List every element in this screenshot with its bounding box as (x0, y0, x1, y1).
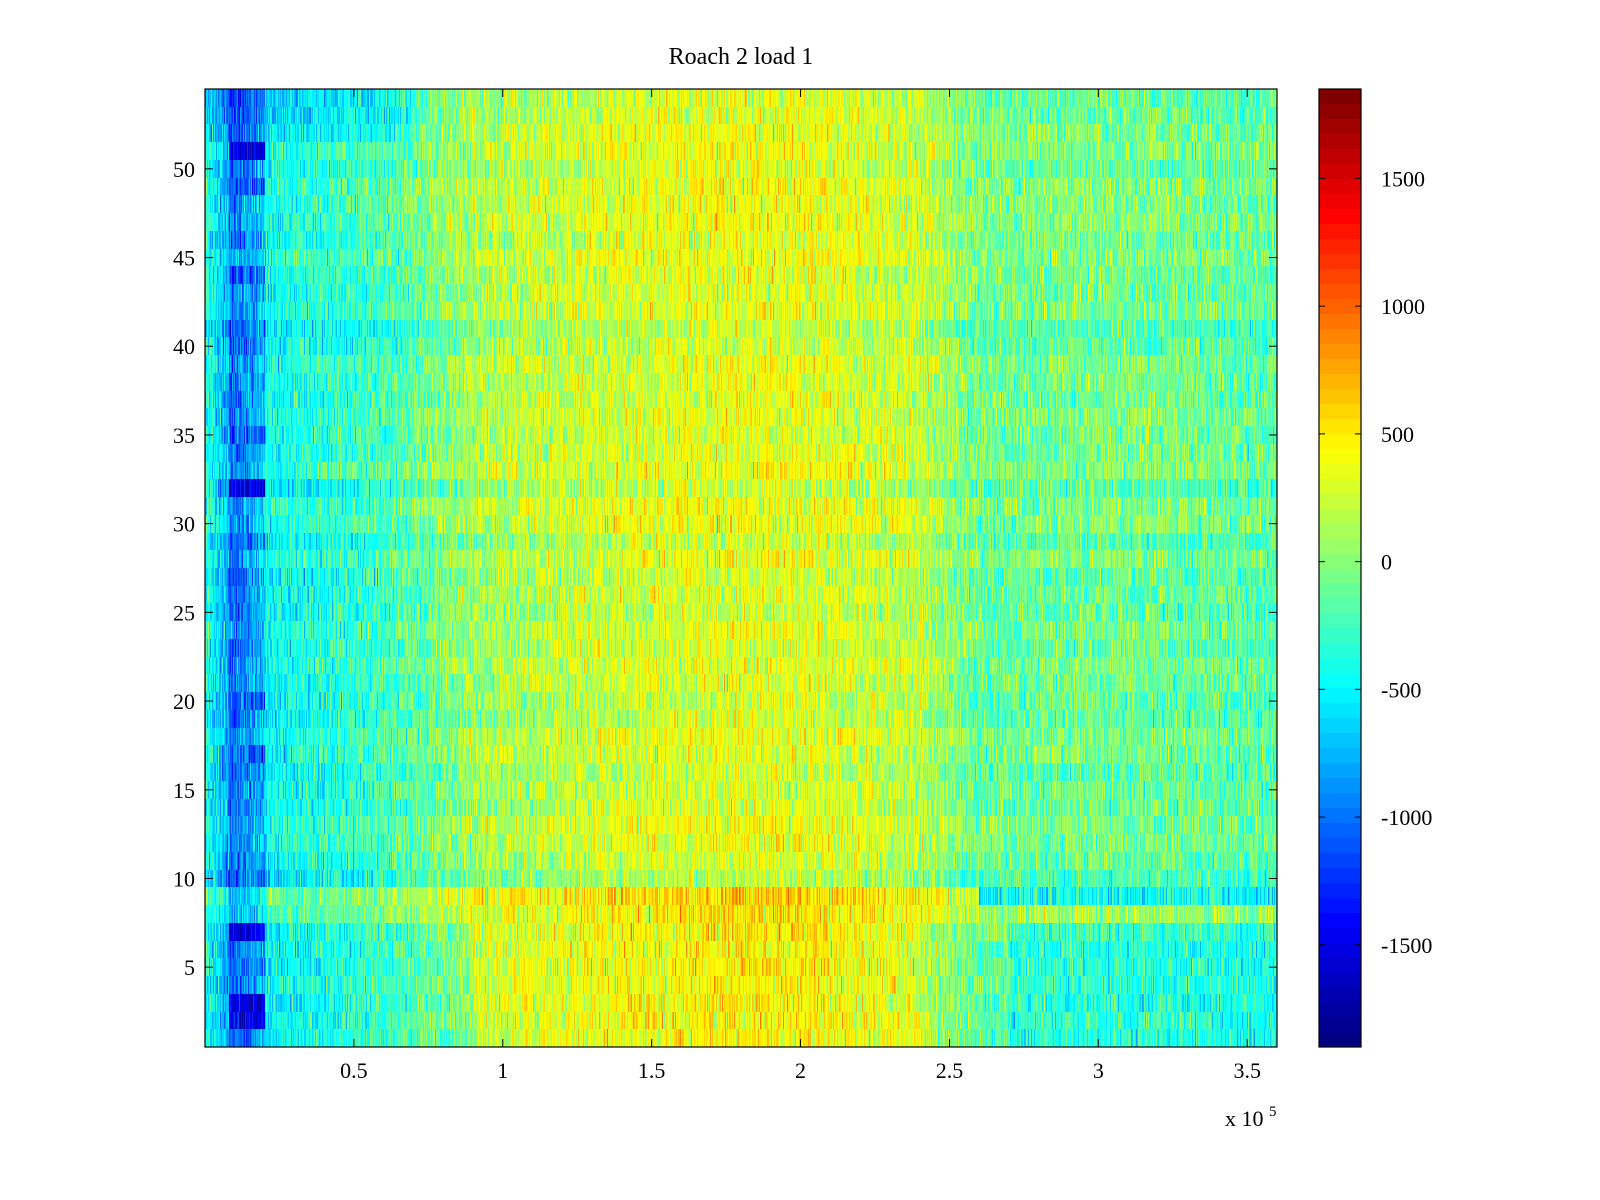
x-exponent-power: 5 (1269, 1104, 1277, 1120)
plot-border (204, 88, 1278, 1048)
colorbar-tick-label: 500 (1381, 422, 1414, 447)
y-tick-label: 20 (173, 689, 195, 714)
x-tick-label: 3.5 (1233, 1058, 1261, 1083)
y-tick-label: 25 (173, 600, 195, 625)
y-tick-label: 40 (173, 334, 195, 359)
colorbar-ticks: 1500 1000 500 0 -500 -1000 -1500 (1319, 166, 1432, 958)
x-tick-label: 2 (795, 1058, 806, 1083)
y-tick-label: 5 (184, 955, 195, 980)
y-tick-label: 30 (173, 512, 195, 537)
colorbar-frame (1318, 88, 1362, 1048)
colorbar-tick-label: -500 (1381, 677, 1421, 702)
y-tick-label: 35 (173, 423, 195, 448)
x-tick-label: 1 (497, 1058, 508, 1083)
x-tick-label: 0.5 (340, 1058, 368, 1083)
colorbar-tick-label: 1000 (1381, 294, 1425, 319)
x-tick-label: 3 (1093, 1058, 1104, 1083)
y-tick-label: 50 (173, 157, 195, 182)
colorbar-tick-label: -1500 (1381, 933, 1432, 958)
colorbar-tick-label: 1500 (1381, 166, 1425, 191)
x-exponent-text: x 10 5 (1225, 1104, 1277, 1131)
chart-title: Roach 2 load 1 (669, 44, 814, 70)
y-tick-label: 15 (173, 778, 195, 803)
x-ticks: 0.5 1 1.5 2 2.5 3 3.5 (340, 89, 1261, 1083)
colorbar-image (1319, 89, 1361, 1047)
y-ticks: 5 10 15 20 25 30 35 40 45 50 (173, 157, 1277, 980)
heatmap-image (205, 89, 1277, 1047)
colorbar-tick-label: 0 (1381, 550, 1392, 575)
x-tick-label: 1.5 (638, 1058, 666, 1083)
y-tick-label: 45 (173, 246, 195, 271)
colorbar-border (1318, 88, 1362, 1048)
x-exponent-prefix: x 10 (1225, 1106, 1264, 1131)
x-exponent-label: x 10 5 (1225, 1104, 1277, 1131)
colorbar-tick-label: -1000 (1381, 805, 1432, 830)
axes-frame (204, 88, 1278, 1048)
x-tick-label: 2.5 (936, 1058, 964, 1083)
y-tick-label: 10 (173, 866, 195, 891)
